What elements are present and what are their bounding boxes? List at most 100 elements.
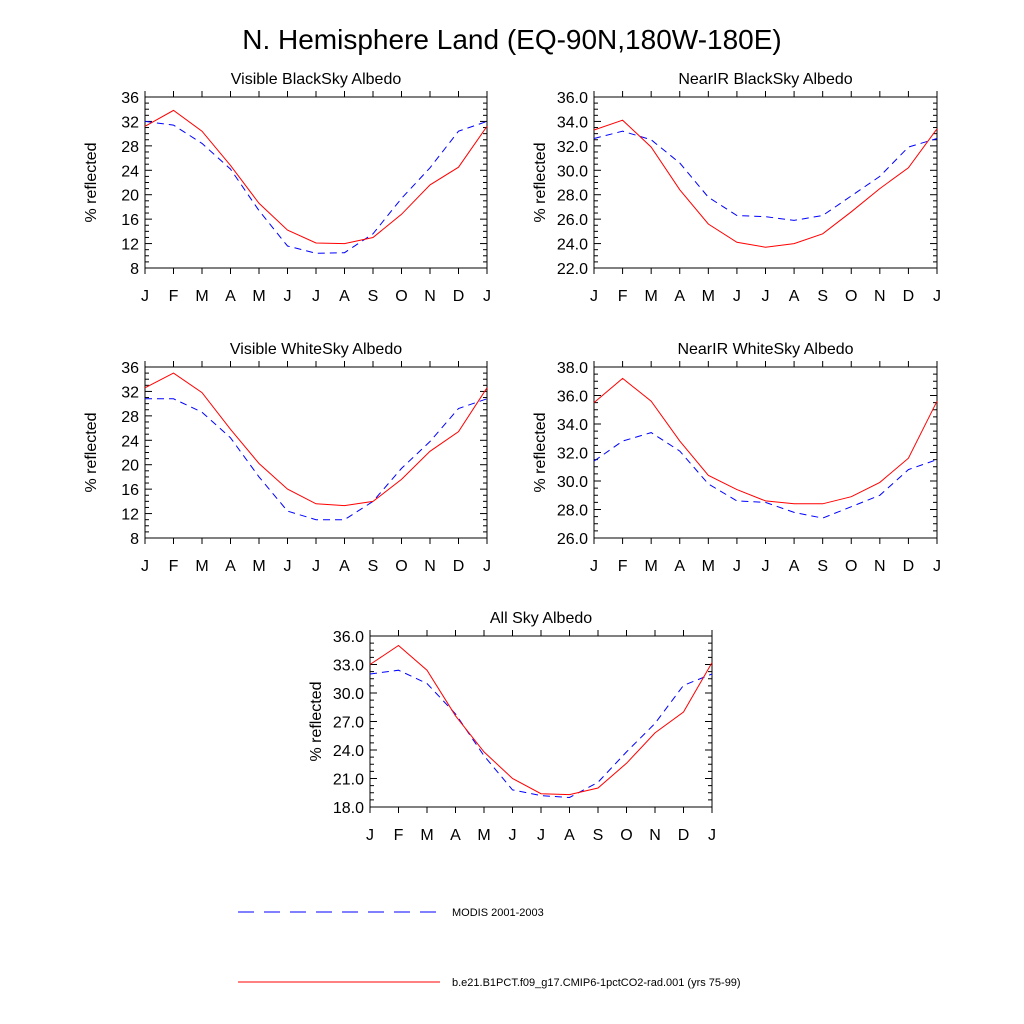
x-tick-label: N [424,288,436,305]
chart-title: Visible BlackSky Albedo [231,71,402,88]
x-tick-label: J [141,558,149,575]
y-tick-label: 26.0 [557,531,588,548]
series-line-modis [145,398,488,521]
x-tick-label: D [903,558,915,575]
y-tick-label: 21.0 [333,772,364,789]
x-tick-label: F [618,558,628,575]
x-tick-label: A [789,558,800,575]
x-tick-label: J [483,558,491,575]
x-tick-label: M [252,288,265,305]
x-tick-label: J [141,288,149,305]
y-tick-label: 12 [121,507,139,524]
series-line-model [593,119,938,248]
x-tick-label: A [450,827,461,844]
plot-frame [144,96,488,269]
series-line-model [144,372,488,507]
x-tick-label: J [312,288,320,305]
chart-title: Visible WhiteSky Albedo [230,341,402,358]
y-tick-label: 16 [121,212,139,229]
x-tick-label: N [649,827,661,844]
chart-panel-5: All Sky Albedo % reflected 18.0 21.0 24.0 27.… [308,610,716,844]
y-axis-label: % reflected [308,681,325,761]
x-tick-label: F [394,827,404,844]
plot-frame [593,366,938,539]
chart-panel-4: NearIR WhiteSky Albedo % reflected 26.0 28.… [532,341,941,575]
y-tick-label: 32.0 [557,446,588,463]
x-tick-label: N [874,288,886,305]
y-axis-label: % reflected [532,412,549,492]
x-tick-label: J [762,288,770,305]
x-tick-label: M [195,288,208,305]
series-line-model [593,377,938,505]
plot-frame [369,635,713,808]
y-tick-label: 26.0 [557,212,588,229]
x-tick-label: O [845,288,857,305]
x-tick-label: O [620,827,632,844]
y-tick-label: 24.0 [557,237,588,254]
x-tick-label: O [395,558,407,575]
y-tick-label: 36 [121,90,139,107]
series-line-modis [369,669,713,799]
chart-title: NearIR WhiteSky Albedo [677,341,853,358]
y-tick-label: 24 [121,163,139,180]
chart-panel-3: Visible WhiteSky Albedo % reflected 8 12 16 2… [83,341,491,575]
x-tick-label: F [169,288,179,305]
x-tick-label: S [817,288,828,305]
x-tick-label: S [593,827,604,844]
y-tick-label: 28.0 [557,503,588,520]
y-tick-label: 33.0 [333,658,364,675]
x-tick-label: J [708,827,716,844]
series-line-modis [144,120,488,254]
x-tick-label: D [903,288,915,305]
x-tick-label: M [477,827,490,844]
figure-title: N. Hemisphere Land (EQ-90N,180W-180E) [242,24,782,55]
chart-panel-1: Visible BlackSky Albedo % reflected 8 12 16 2… [83,71,491,305]
series-line-modis [593,130,938,221]
x-tick-label: A [674,558,685,575]
x-tick-label: M [645,288,658,305]
x-tick-label: O [845,558,857,575]
y-tick-label: 28.0 [557,188,588,205]
x-tick-label: D [453,288,465,305]
y-tick-label: 36.0 [557,389,588,406]
x-tick-label: J [537,827,545,844]
y-tick-label: 8 [130,531,139,548]
x-tick-label: O [395,288,407,305]
y-tick-label: 28 [121,409,139,426]
x-tick-label: J [590,288,598,305]
plot-frame [593,96,938,269]
y-tick-label: 36.0 [557,90,588,107]
x-tick-label: D [678,827,690,844]
y-tick-label: 20 [121,458,139,475]
y-tick-label: 32.0 [557,139,588,156]
x-tick-label: S [368,558,379,575]
x-tick-label: S [817,558,828,575]
x-tick-label: J [366,827,374,844]
chart-panels: Visible BlackSky Albedo % reflected 8 12 16 2… [83,71,941,844]
chart-title: All Sky Albedo [490,610,592,627]
series-line-modis [593,432,938,519]
x-tick-label: J [284,288,292,305]
x-tick-label: J [590,558,598,575]
y-tick-label: 36 [121,360,139,377]
x-tick-label: M [702,558,715,575]
x-tick-label: J [509,827,517,844]
x-tick-label: A [339,558,350,575]
x-tick-label: A [789,288,800,305]
x-tick-label: J [933,288,941,305]
y-tick-label: 34.0 [557,114,588,131]
x-tick-label: A [674,288,685,305]
x-tick-label: J [483,288,491,305]
y-tick-label: 27.0 [333,715,364,732]
y-tick-label: 24.0 [333,743,364,760]
y-tick-label: 28 [121,139,139,156]
y-tick-label: 12 [121,237,139,254]
x-tick-label: A [564,827,575,844]
y-tick-label: 16 [121,482,139,499]
y-tick-label: 22.0 [557,261,588,278]
y-tick-label: 8 [130,261,139,278]
x-tick-label: J [312,558,320,575]
y-tick-label: 24 [121,433,139,450]
x-tick-label: S [368,288,379,305]
